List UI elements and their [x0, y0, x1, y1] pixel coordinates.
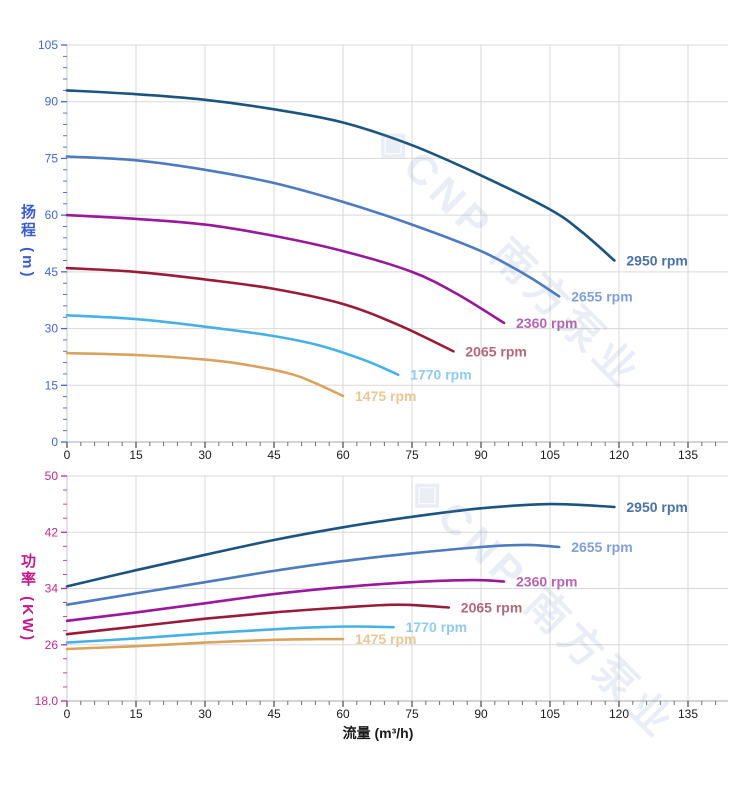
x-tick-label: 45 [267, 448, 281, 462]
y-tick-label: 0 [51, 435, 58, 449]
y-tick-label: 26 [45, 638, 59, 652]
x-tick-label: 90 [474, 707, 488, 721]
series-label-1770-rpm: 1770 rpm [406, 619, 467, 635]
x-tick-label: 105 [540, 707, 560, 721]
curve-2065-rpm [65, 266, 455, 353]
series-label-2065-rpm: 2065 rpm [461, 599, 522, 615]
x-tick-label: 30 [198, 707, 212, 721]
x-tick-label: 90 [474, 448, 488, 462]
curve-1475-rpm [65, 637, 345, 651]
series-label-1475-rpm: 1475 rpm [355, 631, 416, 647]
y-tick-label: 45 [45, 265, 59, 279]
curve-2950-rpm [65, 89, 616, 262]
y-tick-label: 15 [45, 378, 59, 392]
series-label-2065-rpm: 2065 rpm [465, 343, 526, 359]
head-axis-title: 扬程 (m) [19, 204, 36, 280]
y-tick-label: 30 [45, 322, 59, 336]
series-label-2950-rpm: 2950 rpm [626, 499, 687, 515]
power-axis-title: 功率 (KW) [19, 553, 36, 644]
x-tick-label: 135 [678, 448, 698, 462]
y-tick-label: 50 [45, 469, 59, 483]
y-tick-label: 42 [45, 525, 59, 539]
curve-2065-rpm [65, 603, 451, 636]
y-tick-label: 90 [45, 95, 59, 109]
x-tick-label: 30 [198, 448, 212, 462]
y-tick-label: 105 [38, 38, 58, 52]
series-label-2950-rpm: 2950 rpm [626, 253, 687, 269]
x-tick-label: 60 [336, 448, 350, 462]
flow-axis-title: 流量 (m³/h) [342, 725, 414, 741]
y-tick-label: 18.0 [35, 694, 59, 708]
curve-1770-rpm [65, 314, 400, 376]
x-tick-label: 75 [405, 707, 419, 721]
x-tick-label: 0 [64, 707, 71, 721]
x-tick-label: 60 [336, 707, 350, 721]
x-tick-label: 15 [129, 448, 143, 462]
curve-2950-rpm [65, 502, 616, 588]
x-tick-label: 45 [267, 707, 281, 721]
x-tick-label: 120 [609, 707, 629, 721]
curve-2360-rpm [65, 213, 506, 325]
series-label-1475-rpm: 1475 rpm [355, 388, 416, 404]
series-label-1770-rpm: 1770 rpm [410, 367, 471, 383]
x-tick-label: 0 [64, 448, 71, 462]
series-label-2655-rpm: 2655 rpm [571, 539, 632, 555]
series-label-2360-rpm: 2360 rpm [516, 315, 577, 331]
x-tick-label: 105 [540, 448, 560, 462]
y-tick-label: 34 [45, 582, 59, 596]
curve-1475-rpm [65, 351, 345, 398]
x-tick-label: 120 [609, 448, 629, 462]
series-label-2360-rpm: 2360 rpm [516, 573, 577, 589]
curve-1770-rpm [65, 625, 395, 644]
x-tick-label: 15 [129, 707, 143, 721]
x-tick-label: 75 [405, 448, 419, 462]
x-tick-label: 135 [678, 707, 698, 721]
series-label-2655-rpm: 2655 rpm [571, 288, 632, 304]
y-tick-label: 60 [45, 208, 59, 222]
curve-2360-rpm [65, 578, 506, 623]
curve-2655-rpm [65, 155, 561, 298]
curve-2655-rpm [65, 543, 561, 606]
y-tick-label: 75 [45, 151, 59, 165]
